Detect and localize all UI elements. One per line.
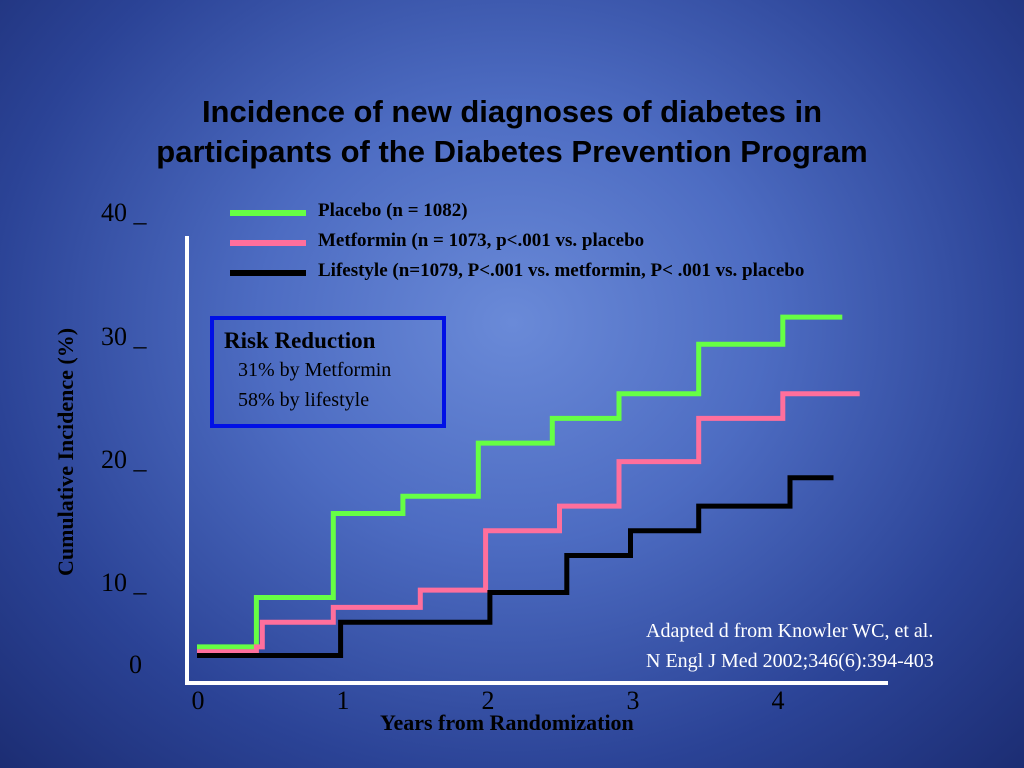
series-line-2: [197, 475, 834, 658]
series-line-0: [197, 314, 843, 650]
y-tick-label: 30 _: [101, 322, 147, 351]
risk-reduction-metformin: 31% by Metformin: [238, 359, 392, 381]
risk-reduction-lifestyle: 58% by lifestyle: [238, 389, 370, 411]
x-axis-label: Years from Randomization: [380, 710, 634, 735]
x-tick-label: 1: [336, 686, 350, 715]
x-tick-label: 2: [481, 686, 495, 715]
legend-label-0: Placebo (n = 1082): [318, 200, 468, 221]
x-tick-label: 3: [626, 686, 640, 715]
legend-label-1: Metformin (n = 1073, p<.001 vs. placebo: [318, 230, 645, 251]
chart-title-line2: participants of the Diabetes Prevention …: [156, 134, 868, 169]
chart-title-line1: Incidence of new diagnoses of diabetes i…: [201, 94, 823, 129]
risk-reduction-box: Risk Reduction 31% by Metformin 58% by l…: [210, 316, 446, 428]
citation-line1: Adapted d from Knowler WC, et al.: [646, 620, 934, 642]
series-line-1: [197, 391, 860, 655]
y-axis-label: Cumulative Incidence (%): [53, 327, 78, 577]
legend-label-2: Lifestyle (n=1079, P<.001 vs. metformin,…: [318, 260, 805, 281]
x-tick-label: 0: [191, 686, 205, 715]
y-tick-label: 10 _: [101, 568, 147, 597]
y-tick-label: 40 _: [101, 198, 147, 227]
chart-title: Incidence of new diagnoses of diabetes i…: [0, 92, 1024, 172]
y-tick-label: 20 _: [101, 445, 147, 474]
x-tick-label: 4: [771, 686, 785, 715]
series-layer: [197, 314, 860, 658]
legend-swatches: [230, 210, 306, 276]
citation: Adapted d from Knowler WC, et al. N Engl…: [646, 616, 934, 676]
risk-reduction-title: Risk Reduction: [224, 328, 376, 353]
y-tick-label: 0: [129, 650, 142, 679]
citation-line2: N Engl J Med 2002;346(6):394-403: [646, 650, 934, 672]
